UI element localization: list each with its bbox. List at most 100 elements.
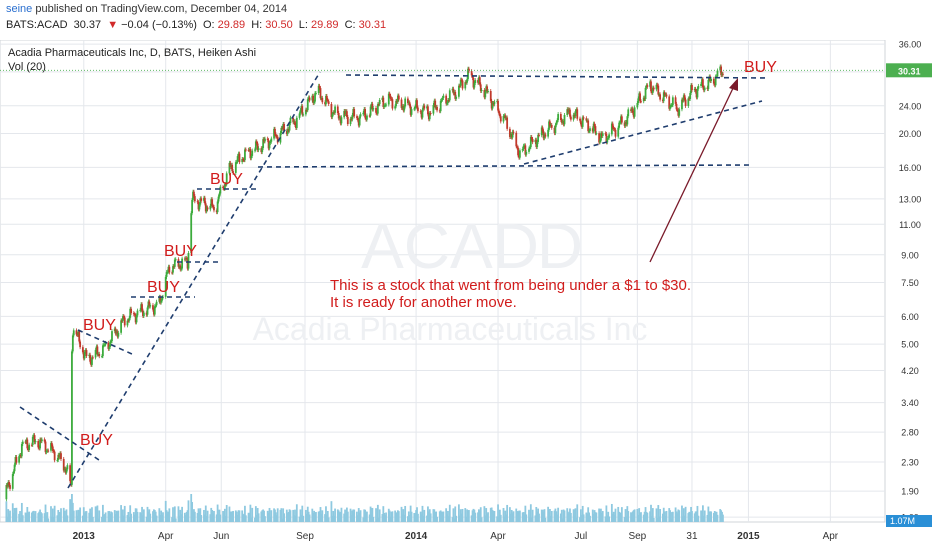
candle-body (441, 98, 444, 100)
candle-body (422, 105, 425, 110)
volume-bar (325, 514, 328, 522)
volume-bar (264, 516, 266, 522)
candle-body (332, 112, 335, 115)
candle-body (356, 117, 359, 121)
volume-bar (321, 510, 324, 522)
volume-bar (111, 512, 113, 522)
candle-body (556, 120, 559, 123)
candle-body (702, 87, 705, 91)
candle-body (612, 127, 615, 130)
volume-bar (110, 511, 112, 522)
volume-bar (140, 513, 143, 522)
volume-bar (260, 511, 263, 522)
candle-body (442, 95, 445, 99)
volume-bar (285, 509, 288, 522)
volume-bar (204, 505, 207, 522)
volume-bar (363, 509, 366, 522)
volume-bar (242, 514, 245, 522)
candle-body (464, 82, 467, 89)
volume-bar (25, 513, 28, 522)
candle-body (640, 101, 642, 103)
volume-bar (417, 513, 419, 522)
buy-labels: BUY BUY BUY BUY BUY BUY (80, 59, 777, 449)
candle-body (152, 309, 155, 315)
volume-bar (215, 514, 218, 522)
candle-body (555, 122, 558, 126)
volume-bar (62, 507, 65, 522)
x-tick-label: Apr (490, 531, 506, 542)
volume-bar (440, 511, 443, 522)
volume-bar (366, 511, 368, 522)
candle-body (344, 110, 346, 115)
candle-body (248, 149, 251, 151)
volume-bar (97, 518, 100, 522)
candle-body (668, 96, 671, 109)
volume-bar (307, 511, 310, 522)
y-tick-label: 5.00 (901, 340, 919, 350)
volume-bar (224, 515, 227, 522)
candle-body (305, 109, 308, 111)
candle-body (401, 106, 404, 108)
candle-body (516, 146, 519, 148)
volume-bar (203, 514, 206, 522)
volume-bar (626, 506, 629, 522)
volume-bar (457, 504, 460, 522)
candle-body (400, 99, 403, 108)
candle-body (473, 83, 476, 88)
candle-body (317, 85, 320, 93)
candle-body (229, 162, 232, 168)
volume-bar (343, 513, 346, 522)
candle-body (362, 112, 365, 115)
candle-body (204, 203, 207, 212)
candle-body (713, 83, 716, 86)
volume-bar (404, 505, 407, 522)
candle-body (149, 305, 152, 307)
volume-bar (504, 510, 507, 522)
volume-bar (710, 511, 712, 522)
volume-bar (655, 508, 658, 522)
volume-bar (490, 507, 493, 522)
candle-body (394, 106, 397, 109)
volume-bar (376, 519, 378, 522)
volume-bar (160, 510, 163, 522)
candle-body (251, 150, 254, 156)
candle-body (598, 133, 601, 143)
candle-body (129, 308, 132, 318)
candle-body (81, 347, 84, 353)
candle-body (256, 143, 259, 151)
volume-bar (331, 515, 334, 522)
volume-bar (706, 514, 709, 522)
volume-bar (547, 506, 550, 522)
volume-bar (543, 509, 546, 522)
volume-bar (503, 516, 506, 522)
volume-bar (623, 517, 626, 522)
volume-bar (385, 512, 387, 522)
candle-body (97, 353, 100, 355)
candle-body (186, 258, 189, 269)
volume-bar (72, 510, 75, 522)
volume-bar (109, 513, 112, 522)
candle-body (185, 258, 188, 260)
volume-bar (436, 516, 438, 522)
volume-bar (31, 511, 34, 522)
volume-bar (620, 507, 623, 522)
volume-indicator-label[interactable]: Vol (20) (8, 61, 46, 73)
volume-bar (334, 508, 336, 522)
candle-body (72, 330, 75, 336)
resistance-line (345, 74, 769, 79)
volume-bar (305, 509, 307, 522)
support-line (257, 164, 753, 168)
candle-body (368, 115, 371, 117)
candle-body (528, 148, 530, 152)
candle-body (20, 455, 22, 457)
author-link[interactable]: seine (6, 3, 33, 15)
volume-bar (184, 515, 187, 522)
candle-body (429, 112, 432, 114)
candle-body (308, 97, 311, 101)
volume-bar (199, 508, 202, 522)
price-chart[interactable]: ACAD D Acadia Pharmaceuticals Inc BUYBUY… (0, 40, 932, 550)
candle-body (60, 453, 62, 459)
candle-body (627, 109, 630, 117)
candle-body (474, 80, 477, 84)
candle-body (674, 97, 677, 104)
